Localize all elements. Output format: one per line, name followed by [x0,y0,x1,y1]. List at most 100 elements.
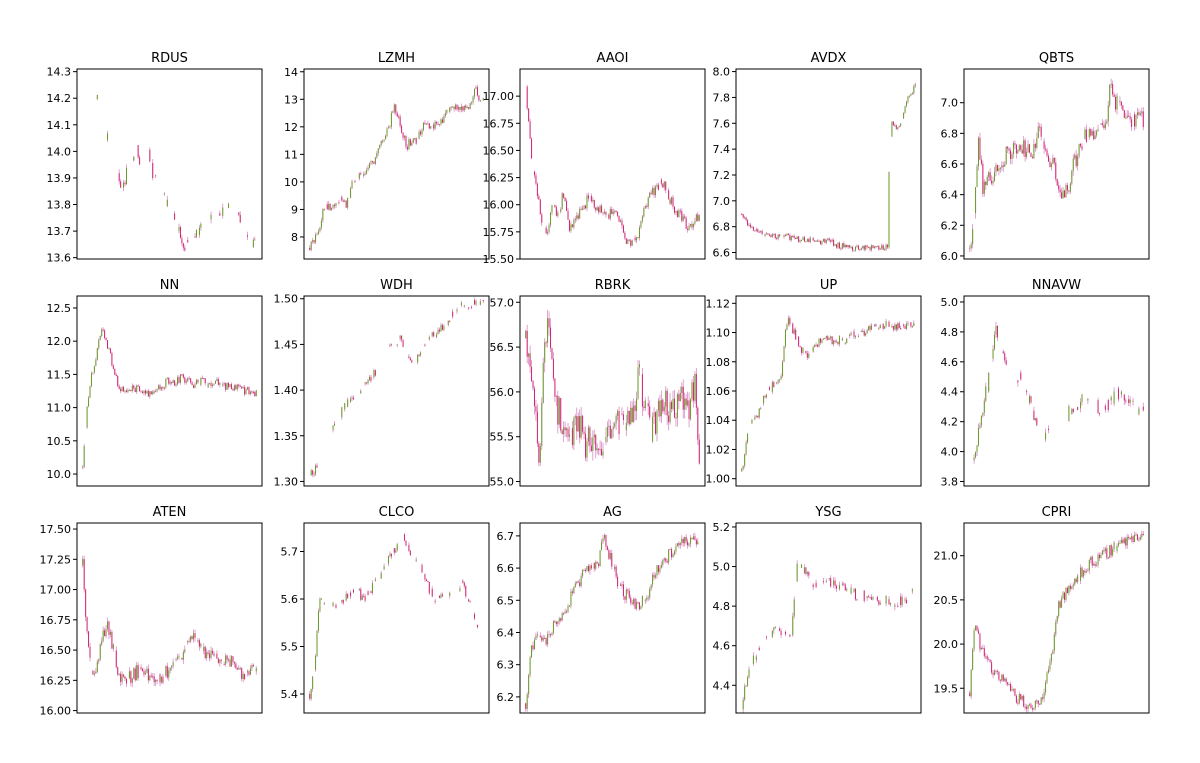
candle-body [841,338,843,341]
candle-body [789,235,791,241]
candle-body [758,231,760,233]
candle-body [1107,105,1109,122]
candle-body [371,583,373,594]
candle-body [395,104,397,113]
candle-body [836,244,838,248]
candle-body [1012,143,1014,155]
candle-body [838,336,840,345]
candle-body [373,161,375,164]
candle-body [1061,192,1063,199]
candle-body [773,234,775,236]
candle-body [396,544,398,551]
candle-body [579,416,581,438]
candle-body [331,207,333,210]
candle-body [342,600,344,604]
candle-body [776,382,778,384]
candle-body [462,580,464,583]
candle-body [393,548,395,553]
candle-body [312,470,314,475]
candle-body [1072,409,1074,412]
candle-body [149,391,151,397]
candle-body [1139,536,1141,540]
candle-body [649,589,651,598]
candle-body [841,583,843,585]
plot-frame [963,68,1150,260]
candle-body [182,652,184,660]
candle-body [694,220,696,224]
candle-body [595,434,597,451]
candle-body [999,167,1001,169]
candle-body [866,329,868,334]
y-tick-label: 12.5 [47,302,72,315]
candle-body [809,237,811,242]
candle-body [1045,148,1047,150]
y-tick-label: 15.50 [483,253,515,266]
candle-body [99,335,101,340]
candle-body [404,534,406,541]
candle-body [675,211,677,213]
candle-body [652,574,654,585]
candle-body [225,655,227,665]
candle-body [466,107,468,109]
candle-body [755,415,757,417]
y-tick-label: 7.2 [713,169,731,182]
candle-body [560,397,562,431]
y-tick-label: 4.8 [941,326,959,339]
candle-body [885,244,887,250]
y-tick-label: 17.50 [40,523,72,536]
candle-body [1099,413,1101,415]
candle-body [85,589,87,618]
candle-body [163,193,165,195]
candle-body [153,676,155,683]
candle-body [1058,185,1060,190]
candle-body [779,379,781,381]
candle-body [475,300,477,305]
candle-body [200,643,202,647]
candle-body [238,212,240,215]
candle-body [669,402,671,423]
candle-body [421,564,423,573]
candle-body [184,649,186,653]
candle-body [120,181,122,188]
candle-body [659,568,661,572]
candle-body [631,407,633,423]
candle-body [803,237,805,242]
candle-body [606,426,608,437]
candle-body [673,206,675,213]
candle-body [1017,150,1019,154]
candle-body [360,390,362,394]
y-tick-label: 17.25 [40,553,72,566]
candle-body [1002,351,1004,354]
candle-body [411,360,413,363]
plot-frame [735,522,922,714]
candle-body [862,245,864,249]
candle-body [536,183,538,197]
candle-body [1068,405,1070,421]
candle-body [558,397,560,425]
candle-body [561,613,563,621]
y-tick-label: 9 [291,203,298,216]
candle-body [127,390,129,393]
candle-body [650,584,652,590]
candle-body [911,589,913,592]
candle-body [618,215,620,222]
candle-body [182,243,184,248]
candles [310,297,484,477]
candle-body [849,334,851,336]
y-tick-label: 7.6 [713,117,731,130]
y-tick-label: 10.5 [47,435,72,448]
candle-body [446,109,448,113]
candle-body [1075,155,1077,166]
candle-body [1026,390,1028,393]
candle-body [672,197,674,207]
candle-body [323,209,325,211]
candle-body [107,133,109,141]
candle-body [159,674,161,683]
candle-body [568,605,570,607]
candle-body [139,386,141,392]
candle-body [128,390,130,392]
candle-body [666,561,668,563]
candle-body [547,231,549,234]
candle-body [636,398,638,411]
